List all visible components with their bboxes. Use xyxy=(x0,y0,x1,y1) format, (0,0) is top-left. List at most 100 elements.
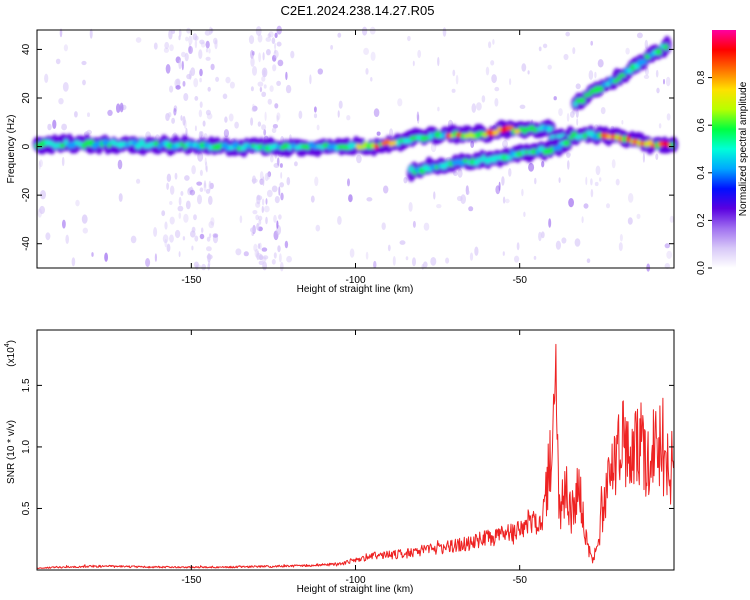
band-core-mark xyxy=(626,135,631,143)
speckle-mark xyxy=(272,54,277,62)
speckle-mark xyxy=(266,172,271,180)
speckle-mark xyxy=(197,151,204,162)
speckle-mark xyxy=(164,238,168,248)
band-core-mark xyxy=(556,144,562,151)
band-core-mark xyxy=(506,125,514,131)
speckle-mark xyxy=(469,252,474,261)
speckle-mark xyxy=(270,155,274,163)
speckle-mark xyxy=(203,180,207,189)
speckle-mark xyxy=(585,176,588,186)
band-core-mark xyxy=(663,43,669,51)
speckle-mark xyxy=(165,113,170,121)
speckle-mark xyxy=(210,217,215,226)
speckle-mark xyxy=(223,129,229,138)
speckle-mark xyxy=(257,121,262,127)
speckle-mark xyxy=(195,264,199,271)
spectrogram-plot: -150 -100 -50 -40 -20 0 20 40 Height of straig… xyxy=(6,25,679,295)
speckle-mark xyxy=(600,107,606,115)
speckle-mark xyxy=(548,218,552,228)
speckle-mark xyxy=(164,221,168,230)
speckle-mark xyxy=(251,107,257,113)
speckle-mark xyxy=(417,49,422,59)
speckle-mark xyxy=(337,110,340,118)
speckle-mark xyxy=(276,115,279,122)
speckle-mark xyxy=(453,171,458,177)
speckle-mark xyxy=(621,120,624,125)
x-tick-label: -50 xyxy=(512,575,527,586)
speckle-mark xyxy=(468,206,474,212)
speckle-mark xyxy=(228,113,234,122)
speckle-mark xyxy=(437,106,440,112)
band-core-mark xyxy=(612,79,619,84)
speckle-mark xyxy=(261,205,264,214)
colorbar-tick-label: 0.6 xyxy=(696,118,707,132)
speckle-mark xyxy=(568,198,574,208)
speckle-mark xyxy=(174,172,178,180)
speckle-mark xyxy=(261,198,265,206)
speckle-mark xyxy=(257,81,264,87)
speckle-mark xyxy=(276,41,282,47)
speckle-mark xyxy=(619,234,623,242)
speckle-mark xyxy=(183,93,189,101)
speckle-mark xyxy=(251,178,258,183)
speckle-mark xyxy=(169,44,174,52)
y-tick-label: 0.5 xyxy=(21,501,32,515)
band-core-mark xyxy=(579,134,584,139)
speckle-mark xyxy=(259,255,264,260)
band-core-mark xyxy=(63,139,69,146)
speckle-mark xyxy=(417,114,420,124)
speckle-mark xyxy=(457,169,463,178)
band-core-mark xyxy=(621,135,628,143)
speckle-mark xyxy=(277,157,280,166)
speckle-mark xyxy=(280,261,284,272)
speckle-mark xyxy=(347,178,350,187)
speckle-mark xyxy=(166,182,170,190)
speckle-mark xyxy=(153,42,158,50)
speckle-mark xyxy=(183,213,189,223)
y-tick-label: -40 xyxy=(21,236,32,251)
speckle-mark xyxy=(370,77,373,82)
speckle-mark xyxy=(178,28,182,37)
speckle-mark xyxy=(423,222,430,231)
speckle-mark xyxy=(38,160,41,170)
speckle-mark xyxy=(521,63,527,72)
speckle-mark xyxy=(184,119,187,129)
speckle-mark xyxy=(286,177,291,186)
speckle-mark xyxy=(205,188,211,194)
speckle-mark xyxy=(264,172,269,182)
speckle-mark xyxy=(664,243,670,249)
speckle-mark xyxy=(61,123,67,131)
speckle-mark xyxy=(594,71,597,79)
speckle-mark xyxy=(460,194,467,205)
speckle-mark xyxy=(314,176,319,187)
speckle-mark xyxy=(387,244,391,252)
speckle-mark xyxy=(494,86,500,92)
speckle-mark xyxy=(663,79,665,85)
speckle-mark xyxy=(239,215,243,224)
speckle-mark xyxy=(276,157,280,167)
speckle-mark xyxy=(259,86,263,93)
colorbar-tick-label: 0.4 xyxy=(696,165,707,179)
speckle-mark xyxy=(196,181,203,186)
speckle-mark xyxy=(258,242,262,250)
speckle-mark xyxy=(294,161,298,167)
speckle-mark xyxy=(313,113,318,119)
speckle-mark xyxy=(262,255,269,260)
speckle-mark xyxy=(225,76,231,84)
speckle-mark xyxy=(271,127,277,134)
spectrogram-band-layer xyxy=(32,35,679,182)
band-core-mark xyxy=(287,144,292,151)
speckle-mark xyxy=(276,220,279,229)
speckle-mark xyxy=(261,67,268,78)
speckle-mark xyxy=(169,234,174,243)
speckle-mark xyxy=(389,128,394,138)
speckle-mark xyxy=(519,104,526,110)
speckle-mark xyxy=(642,152,646,163)
speckle-mark xyxy=(59,28,63,38)
speckle-mark xyxy=(192,33,198,41)
speckle-mark xyxy=(212,233,219,238)
speckle-mark xyxy=(538,231,542,242)
speckle-mark xyxy=(365,251,369,260)
svg-text:(x104): (x104) xyxy=(4,340,17,367)
speckle-mark xyxy=(452,69,456,77)
